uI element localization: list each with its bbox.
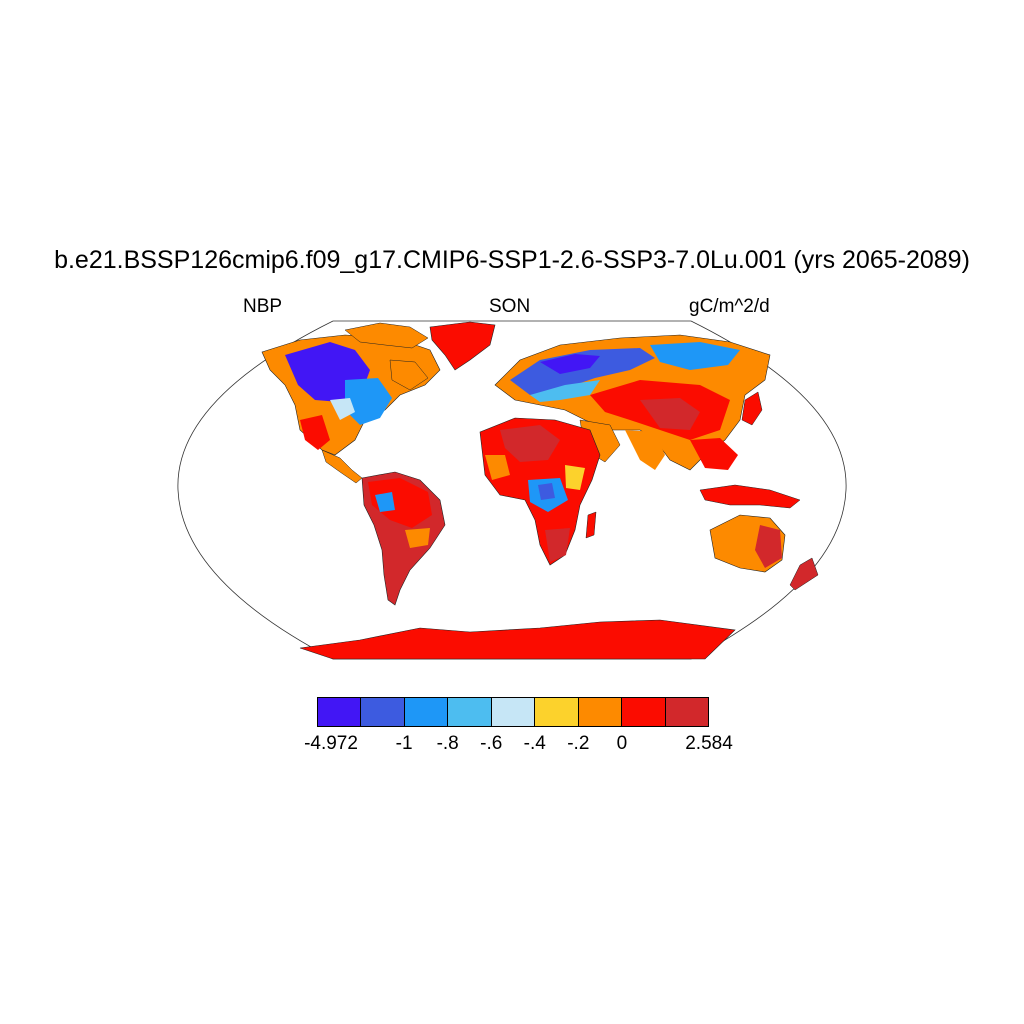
south-asia (625, 430, 665, 470)
antarctica (299, 619, 736, 660)
colorbar-swatch (535, 698, 579, 726)
north-america-south (300, 415, 330, 450)
south-america-amazon-patch (375, 492, 395, 512)
north-america-east (345, 378, 392, 425)
colorbar (317, 697, 709, 727)
colorbar-tick-label: 2.584 (685, 733, 733, 754)
colorbar-tick-label: -.6 (480, 733, 503, 754)
eurasia-north-blue-2 (540, 354, 600, 374)
africa-sahara (500, 425, 560, 462)
colorbar-swatch (404, 698, 449, 726)
variable-label: NBP (243, 296, 283, 317)
arctic-islands (344, 322, 429, 349)
colorbar-tick-label: -.8 (436, 733, 459, 754)
colorbar-swatch (318, 698, 362, 726)
africa-central-patch (538, 483, 555, 500)
east-asia-red (640, 398, 700, 430)
colorbar-tick-label: -1 (395, 733, 413, 754)
africa-east-yellow (565, 465, 585, 490)
south-america-east (405, 528, 430, 548)
southeast-asia (690, 438, 738, 470)
africa-south (545, 528, 570, 562)
plot-title: b.e21.BSSP126cmip6.f09_g17.CMIP6-SSP1-2.… (54, 246, 970, 274)
colorbar-tick-label: -.2 (567, 733, 590, 754)
colorbar-swatch (491, 698, 536, 726)
south-america-north (368, 478, 432, 528)
units-label: gC/m^2/d (689, 296, 770, 317)
madagascar (585, 511, 597, 539)
hudson-area (389, 359, 429, 391)
colorbar-tick-label: 0 (616, 733, 628, 754)
season-label: SON (489, 296, 531, 317)
colorbar-swatch (578, 698, 623, 726)
maritime-continent (699, 484, 801, 509)
colorbar-swatch (622, 698, 666, 726)
colorbar-swatch (665, 698, 708, 726)
africa-west (485, 455, 510, 480)
north-america-patch (330, 398, 355, 420)
eurasia-north-light (530, 380, 600, 402)
colorbar-swatch (361, 698, 405, 726)
colorbar-swatch (448, 698, 492, 726)
siberia-blue (650, 342, 740, 370)
colorbar-tick-label: -.4 (523, 733, 546, 754)
australia-east (755, 525, 782, 568)
greenland (429, 321, 496, 371)
new-zealand (789, 557, 819, 591)
japan (741, 391, 763, 426)
eurasia-north-blue (510, 348, 655, 395)
colorbar-tick-label: -4.972 (304, 733, 358, 754)
central-america (321, 449, 363, 484)
